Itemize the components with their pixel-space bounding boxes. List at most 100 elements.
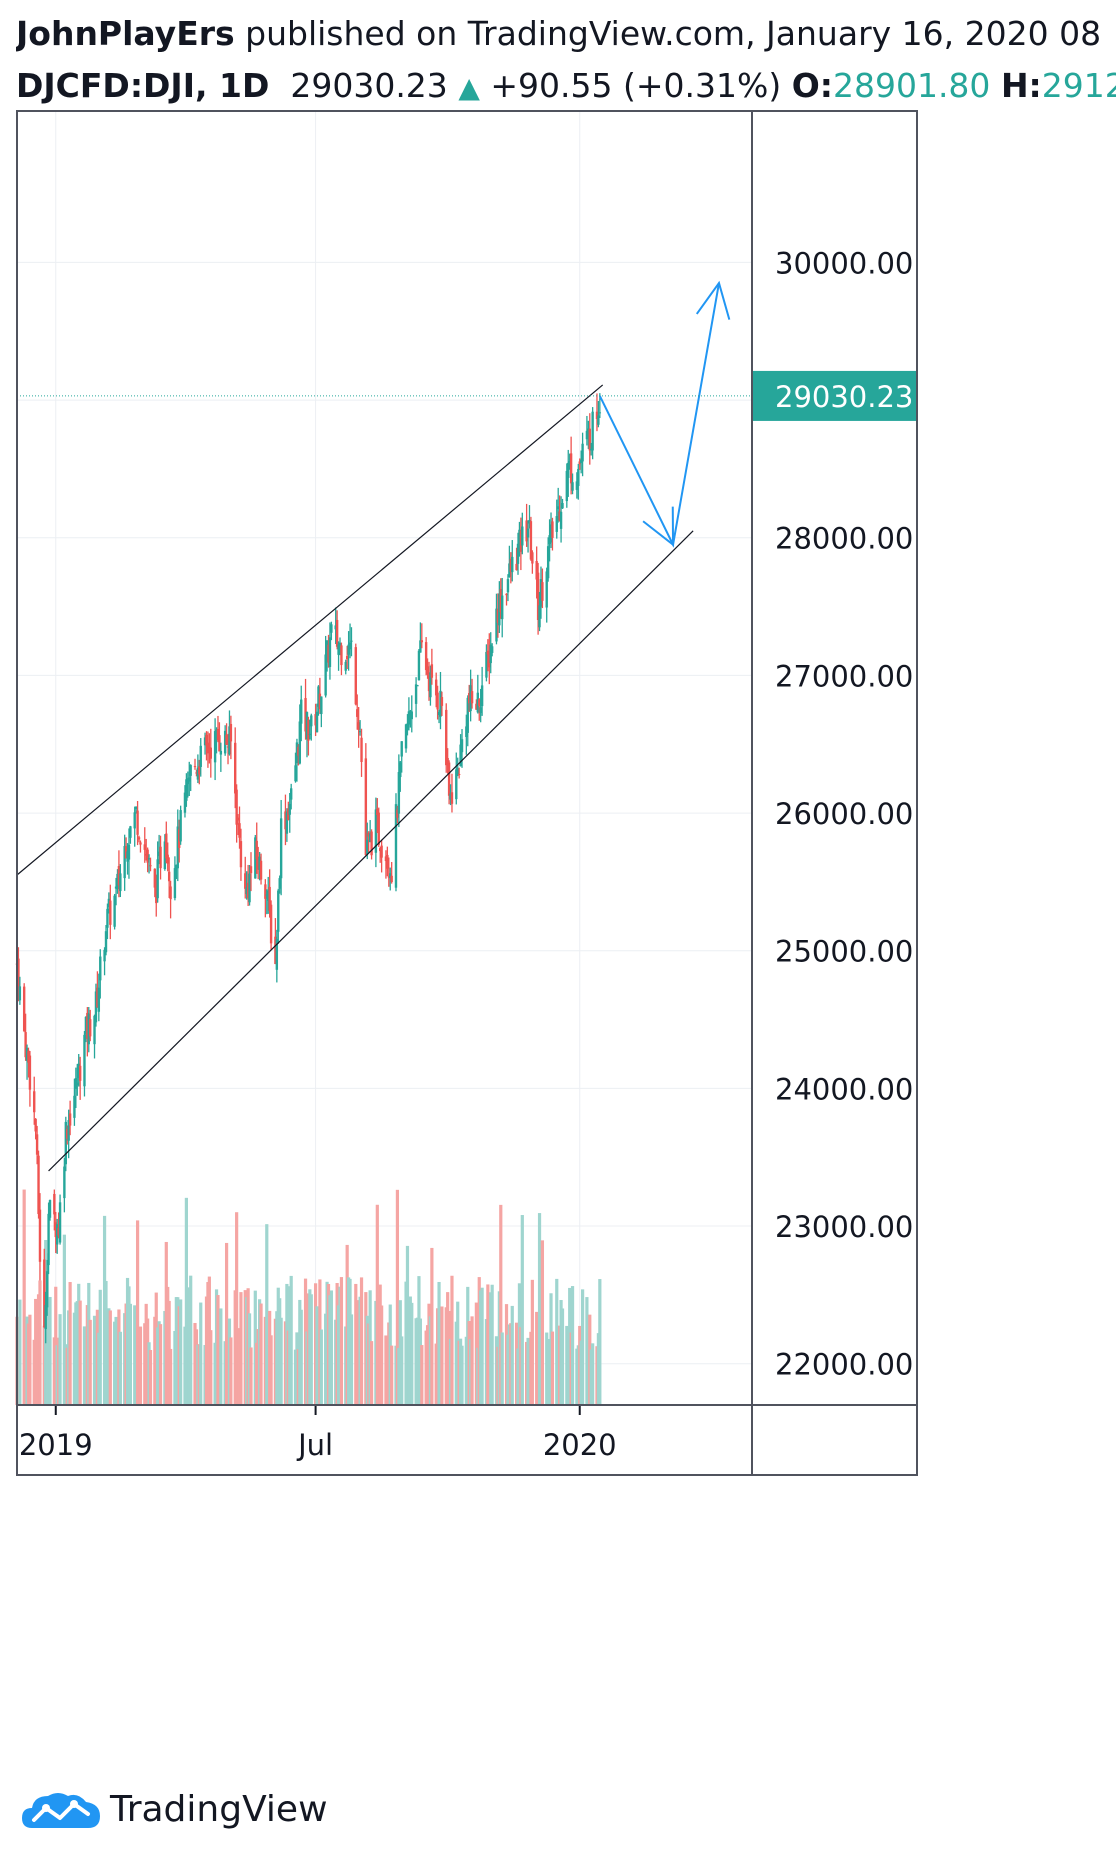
- candle-body: [350, 640, 353, 642]
- candle-body: [149, 865, 152, 867]
- candle-body: [165, 833, 168, 859]
- candle-body: [239, 841, 243, 868]
- candle-body: [277, 890, 280, 932]
- candle-body: [528, 520, 531, 524]
- candle-body: [397, 772, 401, 814]
- y-tick-label: 28000.00: [775, 522, 913, 556]
- candle-body: [153, 868, 157, 888]
- candle-body: [539, 579, 543, 607]
- candle-body: [119, 873, 122, 892]
- candle-body: [571, 482, 574, 491]
- candle-body: [374, 809, 378, 853]
- volume-bar: [48, 1296, 52, 1405]
- symbol-label[interactable]: DJCFD:DJI, 1D: [16, 66, 270, 105]
- candle-body: [465, 726, 468, 738]
- candle-body: [83, 1034, 86, 1087]
- candle-body: [226, 746, 230, 748]
- candle-body: [18, 986, 22, 1001]
- candle-body: [43, 1259, 46, 1328]
- candle-body: [255, 840, 258, 860]
- candle-body: [55, 1224, 59, 1245]
- candle-body: [475, 703, 478, 710]
- candle-body: [66, 1129, 69, 1139]
- candle-body: [478, 699, 481, 706]
- candle-body: [310, 715, 313, 727]
- footer-brand-text: TradingView: [110, 1788, 328, 1830]
- candle-body: [417, 650, 421, 681]
- volume-bar: [460, 1345, 464, 1405]
- candle-body: [568, 461, 571, 465]
- candle-body: [354, 647, 357, 705]
- candle-body: [335, 619, 339, 647]
- candle-body: [499, 588, 502, 613]
- candle-body: [196, 767, 200, 780]
- candle-body: [297, 747, 300, 756]
- candle-body: [185, 779, 188, 801]
- candle-body: [156, 859, 159, 899]
- lower-channel-line: [48, 530, 694, 1172]
- candle-body: [480, 685, 484, 707]
- volume-bar: [480, 1287, 484, 1405]
- candle-body: [44, 1305, 47, 1330]
- candle-body: [384, 856, 388, 862]
- candle-body: [64, 1121, 68, 1165]
- candle-body: [467, 692, 471, 704]
- x-tick-label: 2019: [19, 1428, 93, 1462]
- volume-bar: [309, 1294, 313, 1405]
- price-chart[interactable]: 22000.00 23000.00 24000.00 25000.00 26000.00…: [0, 0, 1116, 1780]
- volume-bar: [239, 1292, 243, 1405]
- candle-body: [223, 730, 227, 754]
- candle-body: [409, 711, 412, 715]
- footer-branding[interactable]: TradingView: [20, 1788, 328, 1830]
- candle-body: [470, 691, 474, 704]
- candle-body: [67, 1120, 70, 1141]
- volume-bar: [98, 1289, 102, 1405]
- candle-body: [591, 411, 594, 451]
- candle-body: [17, 958, 20, 994]
- candle-body: [117, 866, 121, 886]
- candle-body: [27, 1050, 30, 1063]
- candle-body: [506, 579, 510, 593]
- volume-bar: [570, 1286, 575, 1405]
- volume-bar: [249, 1347, 253, 1405]
- volume-bar: [184, 1197, 188, 1405]
- candle-body: [109, 900, 112, 925]
- candle-body: [447, 762, 451, 796]
- volume-bar: [22, 1189, 26, 1405]
- candle-body: [96, 987, 99, 1008]
- candle-body: [347, 644, 350, 655]
- candle-body: [427, 674, 431, 692]
- candle-body: [294, 765, 297, 782]
- volume-bar: [410, 1302, 414, 1405]
- volume-bar: [269, 1335, 273, 1405]
- candle-body: [340, 645, 343, 666]
- candle-body: [106, 908, 109, 928]
- candle-body: [126, 851, 129, 862]
- candle-body: [238, 823, 241, 838]
- high-label: H:: [1000, 66, 1042, 105]
- volume-bars: [15, 1189, 602, 1405]
- candle-body: [229, 723, 233, 742]
- volume-bar: [510, 1305, 514, 1405]
- volume-bar: [265, 1224, 269, 1405]
- candle-body: [597, 415, 600, 425]
- candle-body: [545, 571, 548, 608]
- candle-body: [136, 810, 139, 835]
- candle-body: [416, 685, 419, 687]
- candle-body: [509, 558, 513, 572]
- volume-bar: [209, 1330, 213, 1405]
- publisher-name[interactable]: JohnPlayErs: [16, 14, 235, 53]
- volume-bar: [299, 1309, 303, 1405]
- candle-body: [429, 672, 432, 698]
- candle-body: [368, 833, 372, 843]
- candle-body: [588, 428, 591, 451]
- candle-body: [518, 529, 521, 549]
- candle-body: [167, 871, 171, 882]
- candle-body: [278, 878, 281, 889]
- candle-body: [439, 690, 442, 717]
- candle-body: [193, 766, 197, 768]
- candle-body: [68, 1113, 72, 1126]
- candle-body: [557, 506, 560, 510]
- candle-body: [317, 686, 320, 707]
- volume-bar: [369, 1341, 374, 1405]
